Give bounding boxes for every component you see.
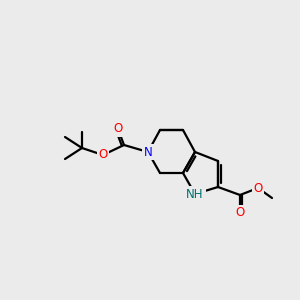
Text: N: N — [144, 146, 152, 158]
Text: NH: NH — [186, 188, 204, 200]
Text: O: O — [113, 122, 123, 136]
Text: O: O — [254, 182, 262, 194]
Text: O: O — [98, 148, 108, 161]
Text: O: O — [236, 206, 244, 220]
